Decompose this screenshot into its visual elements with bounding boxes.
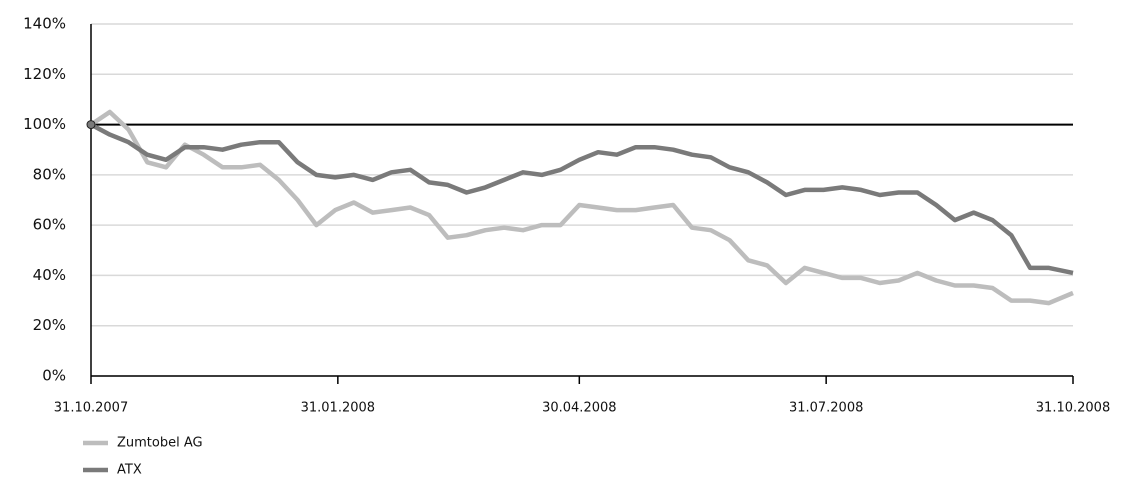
start-point bbox=[86, 120, 96, 130]
y-tick-label: 140% bbox=[23, 15, 66, 33]
x-tick-label: 31.10.2008 bbox=[1036, 401, 1110, 416]
legend-label: Zumtobel AG bbox=[117, 436, 203, 451]
series-line bbox=[89, 122, 1074, 276]
x-tick-label: 31.07.2008 bbox=[789, 401, 863, 416]
y-tick-label: 120% bbox=[23, 65, 66, 83]
x-tick-label: 31.01.2008 bbox=[301, 401, 375, 416]
series-line bbox=[89, 109, 1074, 306]
y-tick-label: 100% bbox=[23, 115, 66, 133]
y-tick-label: 20% bbox=[33, 316, 66, 334]
legend-label: ATX bbox=[117, 463, 142, 478]
y-tick-label: 80% bbox=[33, 165, 66, 183]
y-tick-label: 0% bbox=[42, 367, 66, 385]
y-tick-label: 40% bbox=[33, 266, 66, 284]
x-tick-label: 30.04.2008 bbox=[542, 401, 616, 416]
x-tick-label: 31.10.2007 bbox=[54, 401, 128, 416]
y-tick-label: 60% bbox=[33, 216, 66, 234]
